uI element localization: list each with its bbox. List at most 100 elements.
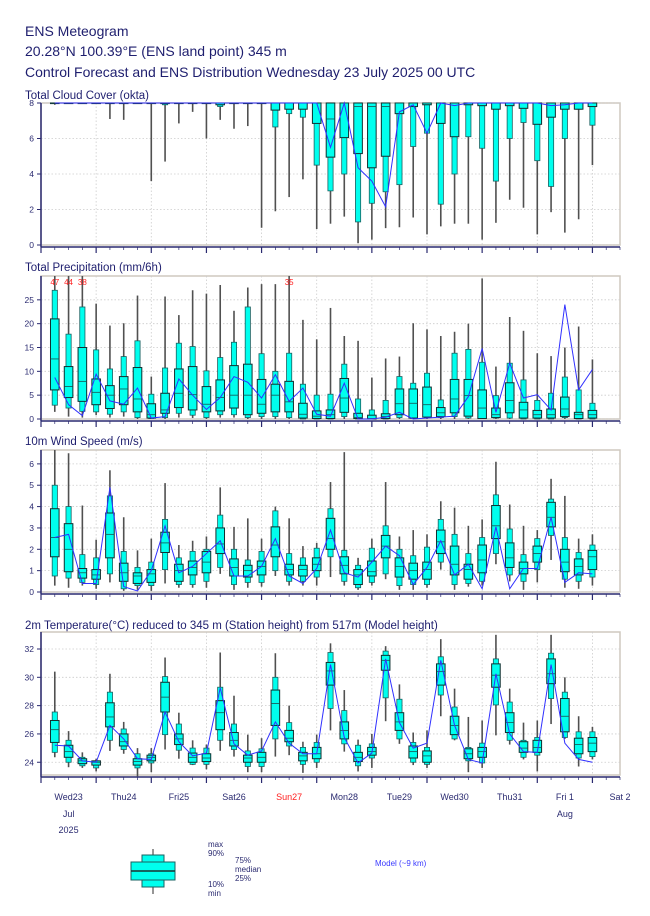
cloud-box-step-35: [518, 102, 529, 208]
p25-p75-box: [270, 102, 281, 111]
cloud-title: Total Cloud Cover (okta): [25, 90, 149, 102]
day-label: Fri 1: [556, 792, 574, 802]
p25-p75-box: [284, 102, 294, 110]
p25-p75-box: [353, 102, 363, 155]
p25-p75-box: [573, 411, 584, 420]
y-tick-label: 20: [25, 319, 35, 329]
p25-p75-box: [242, 754, 253, 763]
wind-box-step-18: [284, 518, 294, 586]
p25-p75-box: [560, 698, 570, 733]
p25-p75-box: [573, 558, 584, 576]
precip-box-step-29: [435, 336, 446, 419]
p25-p75-box: [449, 378, 460, 414]
p25-p75-box: [132, 367, 143, 413]
p25-p75-box: [160, 531, 170, 553]
precip-box-step-7: [132, 295, 143, 419]
p25-p75-box: [518, 102, 529, 109]
y-tick-label: 26: [25, 729, 35, 739]
y-tick-label: 5: [29, 390, 34, 400]
day-label: Thu24: [111, 792, 137, 802]
p25-p75-box: [132, 572, 143, 584]
p10-p90-box: [506, 102, 513, 139]
p25-p75-box: [256, 378, 267, 414]
legend-model-label: Model (~9 km): [375, 859, 427, 868]
cloud-box-step-37: [546, 102, 556, 213]
wind-box-step-33: [491, 461, 501, 565]
p25-p75-box: [435, 407, 446, 418]
precip-box-step-17: [270, 284, 281, 419]
p25-p75-box: [298, 751, 308, 762]
y-tick-label: 4: [29, 502, 34, 512]
exceed-max-label: 38: [78, 278, 87, 287]
p25-p75-box: [532, 409, 543, 419]
temp-title: 2m Temperature(°C) reduced to 345 m (Sta…: [25, 620, 438, 632]
wind-box-step-30: [449, 507, 460, 590]
precip-box-step-31: [463, 323, 474, 419]
wind-title: 10m Wind Speed (m/s): [25, 436, 143, 448]
p25-p75-box: [242, 564, 253, 578]
temp-control-line: [54, 658, 593, 764]
p25-p75-box: [587, 549, 598, 571]
time-axis-labels: Wed23 Jul 2025 Thu24 Fri25 Sat26 Sun27 Mon28 Tue…: [54, 792, 630, 835]
precip-panel: Total Precipitation (mm/6h) 0 5 10 15 20 25 47 4…: [25, 262, 621, 427]
day-label: Mon28: [331, 792, 359, 802]
precip-box-step-15: [242, 287, 253, 419]
p10-p90-box: [492, 102, 499, 182]
p25-p75-box: [270, 526, 281, 558]
y-tick-label: 10: [25, 366, 35, 376]
wind-box-step-32: [477, 519, 487, 586]
p10-p90-box: [520, 379, 527, 420]
temp-box-step-37: [546, 634, 556, 725]
wind-box-step-28: [422, 534, 432, 588]
p25-p75-box: [435, 663, 446, 686]
legend-max-label: max: [208, 840, 223, 849]
p25-p75-box: [422, 561, 432, 580]
legend-min-label: min: [208, 889, 221, 898]
p25-p75-box: [187, 366, 198, 411]
p25-p75-box: [587, 102, 598, 108]
y-tick-label: 3: [29, 523, 34, 533]
p25-p75-box: [215, 379, 226, 412]
y-tick-label: 4: [29, 169, 34, 179]
location-line: 20.28°N 100.39°E (ENS land point) 345 m: [25, 43, 287, 59]
p25-p75-box: [422, 386, 432, 418]
p25-p75-box: [284, 729, 294, 743]
precip-box-step-12: [201, 293, 212, 419]
y-tick-label: 2: [29, 544, 34, 554]
legend-p75-label: 75%: [235, 856, 251, 865]
p25-p75-box: [229, 732, 239, 747]
p25-p75-box: [160, 392, 170, 414]
p25-p75-box: [463, 378, 474, 417]
y-tick-label: 30: [25, 672, 35, 682]
year-label: 2025: [59, 825, 79, 835]
box-legend: max 90% 75% median 25% 10% min Model (~9…: [130, 840, 427, 898]
cloud-panel: Total Cloud Cover (okta) 0 2 4 6 8: [25, 90, 621, 253]
p25-p75-box: [380, 102, 391, 157]
day-label: Wed30: [440, 792, 468, 802]
p25-p75-box: [477, 746, 487, 758]
day-label: Thu31: [497, 792, 523, 802]
p25-p75-box: [449, 545, 460, 576]
month-label: Jul: [63, 809, 75, 819]
wind-box-step-17: [270, 506, 281, 576]
y-tick-label: 24: [25, 757, 35, 767]
p25-p75-box: [49, 508, 60, 558]
wind-box-step-7: [132, 550, 143, 590]
p25-p75-box: [91, 569, 101, 580]
p25-p75-box: [63, 366, 74, 399]
p25-p75-box: [394, 388, 405, 416]
y-tick-label: 8: [29, 98, 34, 108]
y-tick-label: 32: [25, 644, 35, 654]
p25-p75-box: [325, 102, 336, 158]
precip-box-step-40: [587, 359, 598, 420]
legend-median-label: median: [235, 865, 261, 874]
y-tick-label: 25: [25, 295, 35, 305]
p25-p75-box: [256, 560, 267, 576]
p25-p75-box: [201, 386, 212, 413]
temp-box-step-13: [215, 652, 226, 751]
precip-box-step-19: [298, 319, 308, 420]
p25-p75-box: [518, 741, 529, 753]
wind-box-step-36: [532, 530, 543, 583]
p25-p75-box: [394, 557, 405, 578]
